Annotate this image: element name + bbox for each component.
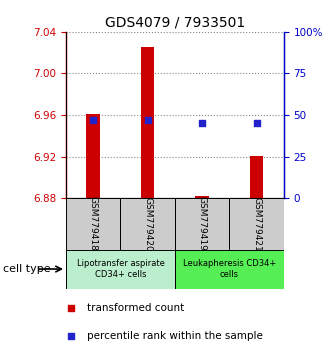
Bar [86, 114, 100, 198]
Bar [175, 250, 284, 289]
Bar [195, 196, 209, 198]
Bar [229, 198, 284, 250]
Text: percentile rank within the sample: percentile rank within the sample [86, 331, 262, 341]
Point [69, 333, 74, 339]
Text: GSM779419: GSM779419 [198, 196, 207, 251]
Point [254, 120, 259, 126]
Bar [66, 198, 120, 250]
Bar [141, 47, 154, 198]
Text: Lipotransfer aspirate
CD34+ cells: Lipotransfer aspirate CD34+ cells [77, 259, 164, 279]
Text: GSM779418: GSM779418 [89, 196, 98, 251]
Bar [120, 198, 175, 250]
Point [90, 117, 96, 123]
Title: GDS4079 / 7933501: GDS4079 / 7933501 [105, 15, 245, 29]
Bar [66, 250, 175, 289]
Bar [175, 198, 229, 250]
Point [199, 120, 205, 126]
Point [69, 305, 74, 311]
Bar [250, 156, 263, 198]
Text: GSM779420: GSM779420 [143, 196, 152, 251]
Text: Leukapheresis CD34+
cells: Leukapheresis CD34+ cells [183, 259, 276, 279]
Point [145, 117, 150, 123]
Text: transformed count: transformed count [86, 303, 184, 313]
Text: cell type: cell type [3, 264, 51, 274]
Text: GSM779421: GSM779421 [252, 196, 261, 251]
